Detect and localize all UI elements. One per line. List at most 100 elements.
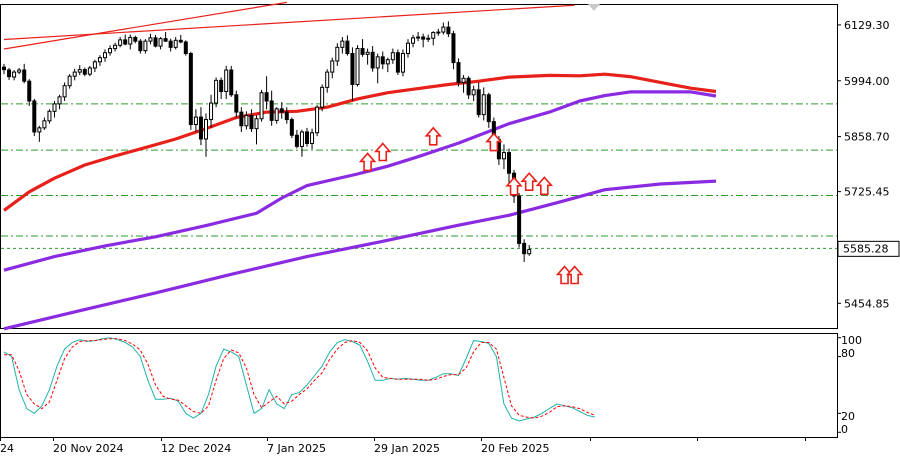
- candle: [395, 49, 400, 75]
- candle: [47, 109, 52, 124]
- candle-body-down: [163, 38, 168, 42]
- candle: [299, 129, 304, 157]
- time-tick-label: 7 Jan 2025: [267, 442, 326, 455]
- up-arrow-marker: [505, 176, 523, 196]
- candle-body-up: [244, 114, 249, 127]
- moving-average-line-3: [3, 179, 717, 331]
- candle: [375, 53, 380, 84]
- candle: [310, 128, 315, 150]
- candle: [37, 125, 42, 142]
- candle-body-up: [335, 46, 340, 62]
- candle: [421, 33, 426, 48]
- candle-body-down: [239, 111, 244, 127]
- candle: [507, 148, 511, 184]
- price-panel-frame: [0, 4, 838, 329]
- candle: [431, 31, 436, 46]
- candle: [284, 107, 289, 124]
- candle-body-down: [7, 69, 12, 78]
- trendline: [3, 4, 575, 41]
- candle-body-up: [97, 57, 102, 63]
- candle-body-down: [486, 94, 491, 123]
- candle-body-down: [269, 100, 274, 121]
- candle-body-up: [441, 26, 446, 33]
- candle-body-down: [456, 62, 461, 83]
- candle: [168, 38, 173, 52]
- oscillator-tick-label: 20: [841, 410, 855, 423]
- moving-average-line-1: [3, 72, 717, 212]
- candle-body-up: [481, 94, 486, 116]
- candle-body-up: [17, 69, 22, 73]
- candle: [148, 33, 153, 45]
- price-tick-label: 6129.30: [844, 19, 890, 32]
- current-price-badge: [837, 240, 900, 257]
- candle-body-up: [77, 69, 82, 73]
- price-tick-label: 5454.85: [844, 297, 890, 310]
- candle: [133, 35, 138, 44]
- candle: [390, 48, 395, 64]
- candle-body-up: [42, 120, 47, 129]
- candle: [476, 82, 481, 118]
- candle: [77, 65, 82, 75]
- candle: [441, 22, 446, 35]
- candle: [486, 92, 491, 128]
- candle: [17, 67, 22, 75]
- candle-body-up: [471, 89, 476, 96]
- candle: [461, 74, 466, 93]
- candle: [173, 37, 178, 50]
- candle-body-up: [72, 71, 77, 77]
- candle: [269, 90, 274, 126]
- candle: [244, 111, 249, 130]
- candle-body-up: [259, 92, 264, 120]
- candle: [335, 43, 340, 66]
- candle: [522, 239, 527, 262]
- candle: [229, 65, 234, 97]
- candle-body-up: [214, 79, 219, 104]
- candle-body-up: [128, 36, 133, 45]
- candle: [355, 45, 360, 87]
- candle: [350, 47, 355, 101]
- candle-body-up: [224, 69, 229, 93]
- candle-body-down: [345, 40, 350, 55]
- candle: [123, 34, 128, 46]
- candle-body-down: [178, 39, 183, 43]
- candle-body-down: [153, 37, 158, 47]
- candle: [451, 30, 456, 70]
- candle: [400, 49, 405, 77]
- candle-body-up: [274, 108, 279, 121]
- candle-body-down: [350, 53, 355, 85]
- candle: [416, 32, 421, 42]
- candle: [12, 70, 17, 81]
- candle: [118, 37, 123, 48]
- candle: [209, 94, 214, 128]
- candle: [22, 63, 27, 84]
- candle-body-down: [234, 94, 239, 113]
- candle-body-down: [27, 80, 32, 102]
- candle-body-up: [67, 75, 72, 87]
- candle: [325, 69, 330, 93]
- candle: [42, 117, 47, 130]
- candle-body-up: [340, 40, 345, 48]
- candle: [57, 94, 62, 110]
- candle-body-down: [188, 53, 193, 126]
- moving-average-line-2: [3, 90, 717, 272]
- candle: [72, 68, 77, 81]
- candle: [471, 85, 476, 101]
- candle-body-up: [148, 37, 153, 42]
- candle-body-down: [522, 242, 527, 255]
- candle-body-down: [507, 152, 511, 174]
- candle-body-up: [501, 152, 506, 160]
- up-arrow-marker: [565, 265, 584, 285]
- candle: [411, 34, 416, 48]
- candle-body-down: [466, 77, 471, 96]
- candle-body-up: [92, 61, 97, 69]
- candle-body-up: [113, 44, 118, 50]
- candle: [214, 77, 219, 108]
- time-tick-label: 12 Dec 2024: [161, 442, 231, 455]
- candle: [385, 57, 390, 73]
- candle-body-up: [52, 103, 57, 112]
- candle-body-down: [183, 41, 188, 55]
- candle-body-up: [158, 38, 163, 47]
- candle: [138, 39, 143, 54]
- candle-body-down: [32, 100, 37, 133]
- candle: [370, 46, 375, 72]
